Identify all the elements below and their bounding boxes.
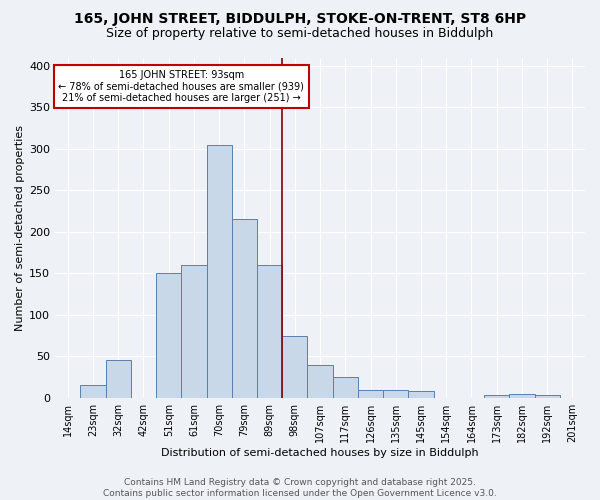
Bar <box>409 391 434 398</box>
X-axis label: Distribution of semi-detached houses by size in Biddulph: Distribution of semi-detached houses by … <box>161 448 479 458</box>
Bar <box>206 144 232 398</box>
Bar <box>484 396 509 398</box>
Bar <box>181 265 206 398</box>
Text: 165 JOHN STREET: 93sqm
← 78% of semi-detached houses are smaller (939)
21% of se: 165 JOHN STREET: 93sqm ← 78% of semi-det… <box>58 70 304 103</box>
Bar <box>509 394 535 398</box>
Y-axis label: Number of semi-detached properties: Number of semi-detached properties <box>15 124 25 330</box>
Bar <box>156 274 181 398</box>
Bar <box>383 390 409 398</box>
Bar <box>257 265 282 398</box>
Text: Contains HM Land Registry data © Crown copyright and database right 2025.
Contai: Contains HM Land Registry data © Crown c… <box>103 478 497 498</box>
Bar <box>80 386 106 398</box>
Bar <box>358 390 383 398</box>
Bar <box>232 220 257 398</box>
Bar <box>535 396 560 398</box>
Bar <box>282 336 307 398</box>
Bar <box>307 364 332 398</box>
Bar <box>332 377 358 398</box>
Bar <box>106 360 131 398</box>
Text: 165, JOHN STREET, BIDDULPH, STOKE-ON-TRENT, ST8 6HP: 165, JOHN STREET, BIDDULPH, STOKE-ON-TRE… <box>74 12 526 26</box>
Text: Size of property relative to semi-detached houses in Biddulph: Size of property relative to semi-detach… <box>106 28 494 40</box>
